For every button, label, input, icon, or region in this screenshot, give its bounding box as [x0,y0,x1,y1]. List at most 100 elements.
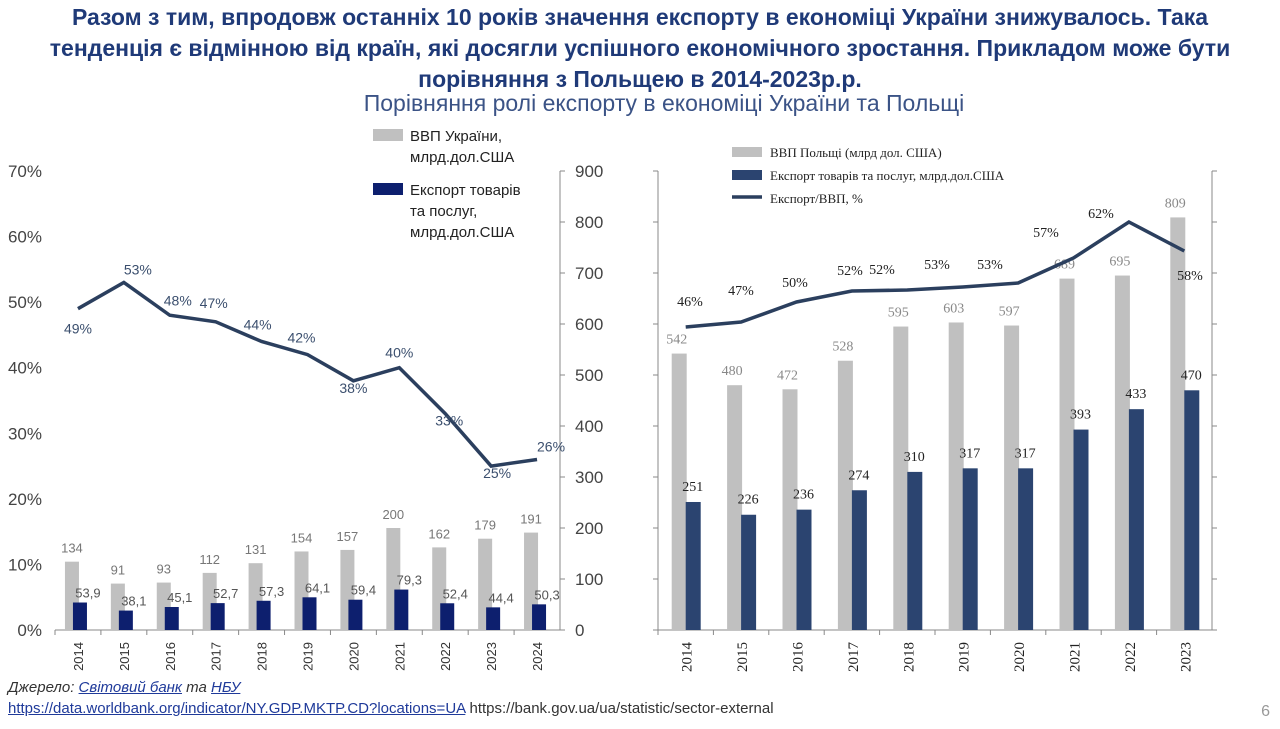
pl-export-bar [1184,390,1200,630]
ua-ratio-label: 40% [385,345,413,361]
pl-export-label: 236 [793,488,814,503]
ua-export-bar [164,606,179,630]
pl-gdp-bar [837,360,853,630]
pl-ratio-label: 58% [1177,269,1203,284]
pl-gdp-bar [782,389,798,630]
pl-gdp-bar [1004,325,1020,630]
ua-export-bar [532,604,547,630]
ua-gdp-label: 91 [111,563,125,578]
pl-year-label: 2014 [680,642,696,673]
pl-ratio-label: 53% [924,258,950,273]
ua-ratio-label: 48% [164,292,192,308]
left-axis-tick-label: 70% [8,162,42,181]
pl-export-label: 310 [904,450,925,465]
pl-gdp-bar [727,385,743,630]
pl-export-bar [851,490,867,630]
pl-year-label: 2017 [846,642,862,673]
pl-ratio-label: 57% [1033,226,1059,241]
ua-ratio-label: 44% [244,316,272,332]
pl-gdp-label: 809 [1165,196,1186,211]
pl-ratio-label: 53% [977,258,1003,273]
pl-year-label: 2021 [1068,642,1084,672]
ua-gdp-label: 179 [474,518,496,533]
pl-export-label: 317 [1015,446,1036,461]
worldbank-url-link[interactable]: https://data.worldbank.org/indicator/NY.… [8,700,466,717]
pl-ratio-label: 50% [782,276,808,291]
ua-ratio-label: 42% [287,330,315,346]
ua-export-label: 45,1 [167,590,192,605]
ua-ratio-label: 33% [435,413,463,429]
pl-gdp-label: 542 [666,333,687,348]
pl-gdp-bar [948,322,964,630]
ua-export-bar [348,599,363,630]
ua-export-bar [256,600,271,630]
left-axis-tick-label: 60% [8,228,42,247]
left-axis-tick-label: 50% [8,293,42,312]
source-prefix: Джерело: [8,679,79,696]
ua-export-label: 52,4 [443,586,468,601]
ua-export-bar [302,597,317,630]
pl-legend-line-text: Експорт/ВВП, % [770,191,863,206]
ua-export-bar [72,602,87,630]
ua-year-label: 2022 [438,642,453,671]
ua-ratio-label: 25% [483,465,511,481]
source-urls: https://data.worldbank.org/indicator/NY.… [8,700,774,717]
source-line: Джерело: Світовий банк та НБУ [8,679,240,696]
nbu-url-text: https://bank.gov.ua/ua/statistic/sector-… [465,700,774,717]
ua-legend-gdp-text: ВВП України, [410,128,502,145]
ua-year-label: 2017 [209,642,224,671]
pl-legend-gdp-text: ВВП Польщі (млрд дол. США) [770,145,942,160]
pl-year-label: 2020 [1012,642,1028,672]
ua-gdp-label: 131 [245,542,267,557]
right-axis-tick-label: 600 [575,315,603,334]
ua-year-label: 2014 [71,642,86,671]
ua-export-label: 44,4 [488,590,513,605]
ua-export-bar [210,603,225,630]
pl-gdp-bar [1059,278,1075,630]
ua-gdp-label: 200 [382,507,404,522]
ua-export-label: 57,3 [259,584,284,599]
pl-legend-export-text: Експорт товарів та послуг, млрд.дол.США [770,168,1005,183]
pl-gdp-label: 595 [888,306,909,321]
ua-legend-export-text: Експорт товарів [410,182,521,199]
source-and: та [182,679,212,696]
source-link-nbu[interactable]: НБУ [211,679,241,696]
pl-year-label: 2019 [957,642,973,672]
pl-year-label: 2015 [735,642,751,672]
right-axis-tick-label: 100 [575,570,603,589]
ua-legend-gdp-swatch [373,129,403,141]
right-axis-tick-label: 500 [575,366,603,385]
ua-export-bar [440,603,455,630]
source-link-worldbank[interactable]: Світовий банк [78,679,183,696]
ua-year-label: 2024 [530,642,545,671]
ua-export-label: 59,4 [351,583,376,598]
ua-gdp-label: 154 [291,530,313,545]
pl-export-bar [796,509,812,630]
ua-ratio-label: 49% [64,321,92,337]
right-axis-tick-label: 800 [575,213,603,232]
right-axis-tick-label: 0 [575,621,584,640]
ua-gdp-label: 191 [520,512,542,527]
pl-ratio-label: 62% [1088,207,1114,222]
right-axis-tick-label: 200 [575,519,603,538]
pl-year-label: 2023 [1178,642,1194,672]
ua-export-bar [394,589,409,630]
pl-ratio-label: 52% [869,263,895,278]
ua-legend-export-text: та послуг, [410,203,477,220]
ua-ratio-label: 26% [537,439,565,455]
pl-legend-export-swatch [732,170,762,180]
pl-export-bar [741,514,757,630]
pl-export-label: 274 [848,468,869,483]
ua-ratio-label: 47% [200,295,228,311]
pl-export-bar [685,501,701,630]
left-axis-tick-label: 10% [8,555,42,574]
pl-ratio-label: 52% [837,264,863,279]
pl-export-label: 226 [738,493,759,508]
pl-ratio-label: 46% [677,295,703,310]
ua-export-label: 50,3 [534,587,559,602]
right-axis-tick-label: 300 [575,468,603,487]
pl-export-label: 251 [682,480,703,495]
pl-gdp-label: 472 [777,368,798,383]
pl-gdp-label: 695 [1109,255,1130,270]
